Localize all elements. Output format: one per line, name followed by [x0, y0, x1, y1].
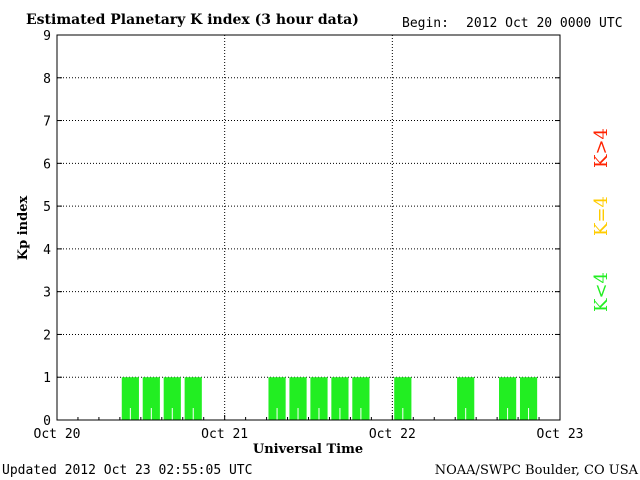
- kp-bar: [310, 377, 328, 420]
- begin-label: Begin:: [402, 16, 449, 31]
- begin-value: 2012 Oct 20 0000 UTC: [466, 16, 623, 31]
- y-tick-label: 5: [43, 200, 51, 215]
- plot-frame: [56, 34, 561, 421]
- x-tick-label: Oct 23: [537, 427, 584, 442]
- x-axis-ticks: Oct 20 Oct 21 Oct 22 Oct 23: [34, 415, 584, 442]
- y-tick-label: 3: [43, 286, 51, 301]
- y-tick-label: 7: [43, 115, 51, 130]
- source-credit: NOAA/SWPC Boulder, CO USA: [435, 463, 639, 478]
- kp-bar: [163, 377, 181, 420]
- kp-bar: [184, 377, 202, 420]
- y-tick-label: 4: [43, 243, 51, 258]
- x-tick-label: Oct 20: [34, 427, 81, 442]
- y-tick-label: 6: [43, 157, 51, 172]
- y-axis-label: Kp index: [16, 196, 31, 261]
- kp-bar: [394, 377, 412, 420]
- x-tick-label: Oct 22: [369, 427, 416, 442]
- kp-bar: [457, 377, 475, 420]
- kp-bar: [121, 377, 139, 420]
- kp-bar: [331, 377, 349, 420]
- kp-bar: [499, 377, 517, 420]
- y-tick-label: 2: [43, 328, 51, 343]
- updated-timestamp: Updated 2012 Oct 23 02:55:05 UTC: [2, 463, 252, 478]
- legend-high: K>4: [591, 128, 612, 168]
- y-tick-label: 0: [43, 414, 51, 429]
- kp-bar: [142, 377, 160, 420]
- kp-bar: [268, 377, 286, 420]
- legend-equal: K=4: [591, 196, 612, 236]
- chart-title: Estimated Planetary K index (3 hour data…: [26, 12, 359, 28]
- grid-lines: [57, 35, 560, 420]
- y-axis-ticks: 0 1 2 3 4 5 6 7 8 9: [43, 29, 560, 429]
- kp-bar: [352, 377, 370, 420]
- x-tick-label: Oct 21: [201, 427, 248, 442]
- kp-bar: [519, 377, 538, 420]
- kp-bar: [289, 377, 307, 420]
- y-tick-label: 1: [43, 371, 51, 386]
- y-tick-label: 9: [43, 29, 51, 44]
- legend-low: K<4: [591, 272, 612, 312]
- kp-bars: [121, 377, 538, 420]
- x-axis-label: Universal Time: [253, 442, 363, 457]
- y-tick-label: 8: [43, 72, 51, 87]
